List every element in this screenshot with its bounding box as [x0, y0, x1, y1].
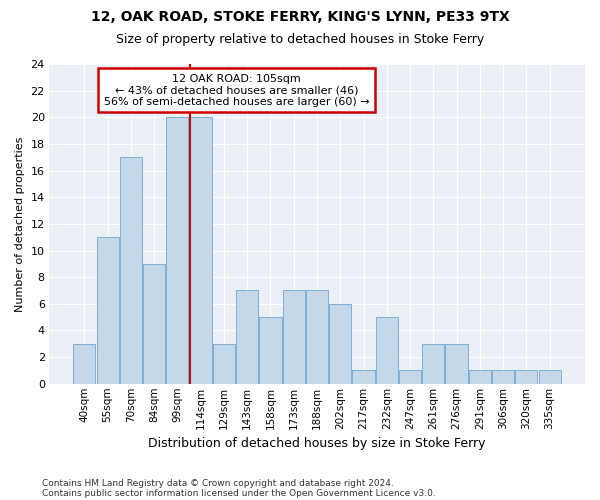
Y-axis label: Number of detached properties: Number of detached properties	[15, 136, 25, 312]
Text: 12 OAK ROAD: 105sqm
← 43% of detached houses are smaller (46)
56% of semi-detach: 12 OAK ROAD: 105sqm ← 43% of detached ho…	[104, 74, 370, 107]
Bar	[445, 344, 467, 384]
Text: Size of property relative to detached houses in Stoke Ferry: Size of property relative to detached ho…	[116, 32, 484, 46]
Bar	[469, 370, 491, 384]
Bar	[236, 290, 258, 384]
Text: Contains public sector information licensed under the Open Government Licence v3: Contains public sector information licen…	[42, 488, 436, 498]
Bar	[539, 370, 560, 384]
Bar	[399, 370, 421, 384]
Bar	[213, 344, 235, 384]
Bar	[329, 304, 351, 384]
Bar	[120, 158, 142, 384]
X-axis label: Distribution of detached houses by size in Stoke Ferry: Distribution of detached houses by size …	[148, 437, 486, 450]
Bar	[73, 344, 95, 384]
Bar	[422, 344, 445, 384]
Bar	[166, 118, 188, 384]
Bar	[190, 118, 212, 384]
Bar	[306, 290, 328, 384]
Bar	[352, 370, 374, 384]
Bar	[259, 317, 281, 384]
Bar	[143, 264, 165, 384]
Bar	[376, 317, 398, 384]
Bar	[492, 370, 514, 384]
Text: 12, OAK ROAD, STOKE FERRY, KING'S LYNN, PE33 9TX: 12, OAK ROAD, STOKE FERRY, KING'S LYNN, …	[91, 10, 509, 24]
Bar	[283, 290, 305, 384]
Bar	[97, 237, 119, 384]
Text: Contains HM Land Registry data © Crown copyright and database right 2024.: Contains HM Land Registry data © Crown c…	[42, 478, 394, 488]
Bar	[515, 370, 538, 384]
